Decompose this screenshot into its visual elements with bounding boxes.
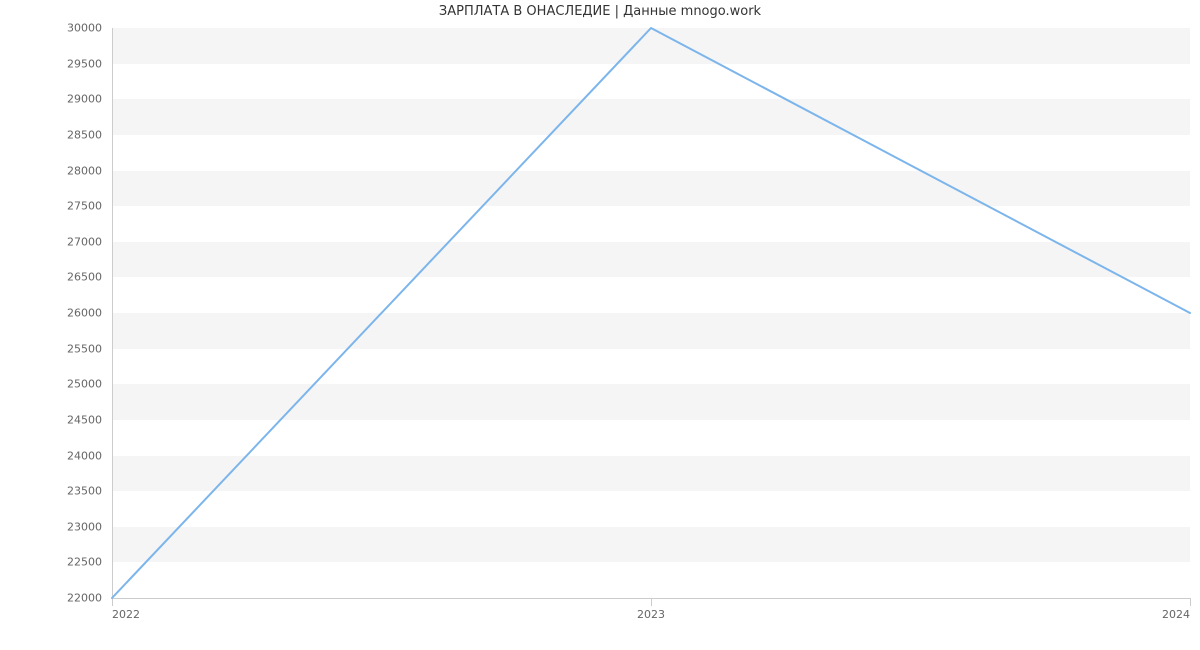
y-tick-label: 23000 <box>67 520 102 533</box>
y-tick-label: 27500 <box>67 200 102 213</box>
y-tick-label: 25500 <box>67 342 102 355</box>
y-tick-label: 28000 <box>67 164 102 177</box>
y-tick-label: 25000 <box>67 378 102 391</box>
y-tick-label: 24000 <box>67 449 102 462</box>
plot-area: 2200022500230002350024000245002500025500… <box>112 28 1190 598</box>
y-tick-label: 30000 <box>67 22 102 35</box>
y-tick-label: 29000 <box>67 93 102 106</box>
y-tick-label: 22000 <box>67 592 102 605</box>
y-tick-label: 23500 <box>67 485 102 498</box>
y-tick-label: 26500 <box>67 271 102 284</box>
y-tick-label: 24500 <box>67 413 102 426</box>
chart-title: ЗАРПЛАТА В ОНАСЛЕДИЕ | Данные mnogo.work <box>0 4 1200 19</box>
x-tick-mark <box>651 598 652 606</box>
salary-line-chart: ЗАРПЛАТА В ОНАСЛЕДИЕ | Данные mnogo.work… <box>0 0 1200 650</box>
y-tick-label: 22500 <box>67 556 102 569</box>
y-tick-label: 28500 <box>67 128 102 141</box>
y-tick-label: 26000 <box>67 307 102 320</box>
y-tick-label: 29500 <box>67 57 102 70</box>
x-tick-mark <box>112 598 113 606</box>
x-tick-label: 2024 <box>1162 608 1190 621</box>
series-line <box>112 28 1190 598</box>
y-tick-label: 27000 <box>67 235 102 248</box>
x-tick-mark <box>1190 598 1191 606</box>
x-tick-label: 2023 <box>637 608 665 621</box>
x-tick-label: 2022 <box>112 608 140 621</box>
